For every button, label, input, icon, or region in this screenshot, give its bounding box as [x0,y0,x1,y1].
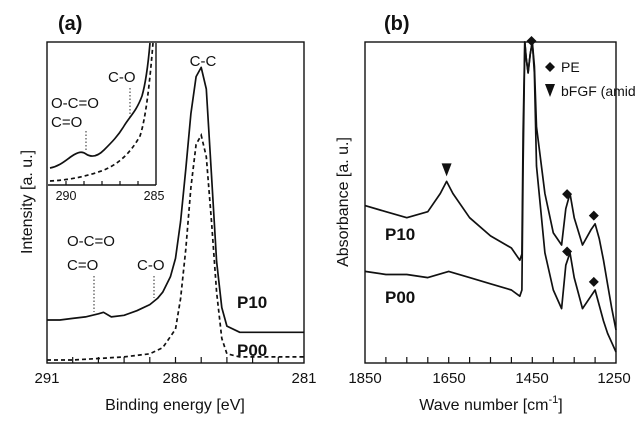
panel-a-peak-label-co-double: C=O [67,257,98,274]
panel-b-label: (b) [384,13,410,35]
panel-b-legend-pe-marker [545,62,555,72]
panel-b-peak-marker-triangle-down-1655-p10 [441,163,452,177]
panel-a-tick-label-286: 286 [162,370,187,387]
panel-a-peak-label-ococ: O-C=O [67,233,115,250]
panel-b-peak-marker-diamond-1303-p10 [588,210,599,221]
panel-a-series-p10-label: P10 [237,293,267,312]
panel-b-legend-pe-label: PE [561,59,580,75]
panel-b: (b) 1850 1650 1450 1250 Wave number [cm-… [335,13,636,414]
panel-b-x-axis-label: Wave number [cm-1] [419,394,562,414]
panel-a-label: (a) [58,13,82,35]
panel-a-series-p10-line [47,66,304,334]
panel-b-legend-amide-marker [545,84,555,97]
panel-b-peak-markers [441,36,599,287]
panel-a-inset-tick-label-285: 285 [144,189,165,203]
panel-a-series-p00-label: P00 [237,341,267,360]
panel-b-tick-label-1450: 1450 [515,370,548,387]
panel-b-tick-label-1650: 1650 [432,370,465,387]
panel-b-series-p10-label: P10 [385,225,415,244]
panel-b-series-p00-line [364,41,617,353]
panel-a-inset: 290 285 O-C=O C=O C-O [48,42,165,203]
panel-a-tick-label-291: 291 [34,370,59,387]
panel-a-peak-label-cc: C-C [190,53,217,70]
panel-a-inset-tick-label-290: 290 [56,189,77,203]
panel-a-y-axis-label: Intensity [a. u.] [19,150,36,254]
panel-b-legend-amide-label: bFGF (amide) [561,83,636,99]
panel-a-inset-series-p10-line [49,42,151,169]
panel-a-x-axis-label: Binding energy [eV] [105,397,245,414]
panel-b-peak-marker-diamond-1452-top [526,36,537,46]
panel-b-tick-label-1850: 1850 [348,370,381,387]
panel-b-peak-marker-diamond-1303-p00 [588,276,599,287]
panel-a-inset-series-p00-line [49,42,154,182]
panel-a-inset-label-ococ: O-C=O [51,95,99,112]
panel-b-y-axis-label: Absorbance [a. u.] [335,137,352,267]
panel-b-x-ticks [385,357,596,363]
panel-b-legend: PE bFGF (amide) [545,59,636,99]
panel-a-tick-label-281: 281 [291,370,316,387]
panel-a: (a) 291 286 281 Binding energy [eV] Inte… [19,13,317,414]
panel-a-series-p00-line [47,132,304,361]
panel-a-inset-label-co: C-O [108,69,136,86]
panel-b-peak-marker-diamond-1367-p10 [562,189,573,200]
panel-b-tick-label-1250: 1250 [597,370,630,387]
panel-a-inset-label-co-double: C=O [51,114,82,131]
panel-b-series-p00-label: P00 [385,288,415,307]
panel-a-peak-label-co: C-O [137,257,165,274]
panel-b-peak-marker-diamond-1367-p00 [562,246,573,257]
